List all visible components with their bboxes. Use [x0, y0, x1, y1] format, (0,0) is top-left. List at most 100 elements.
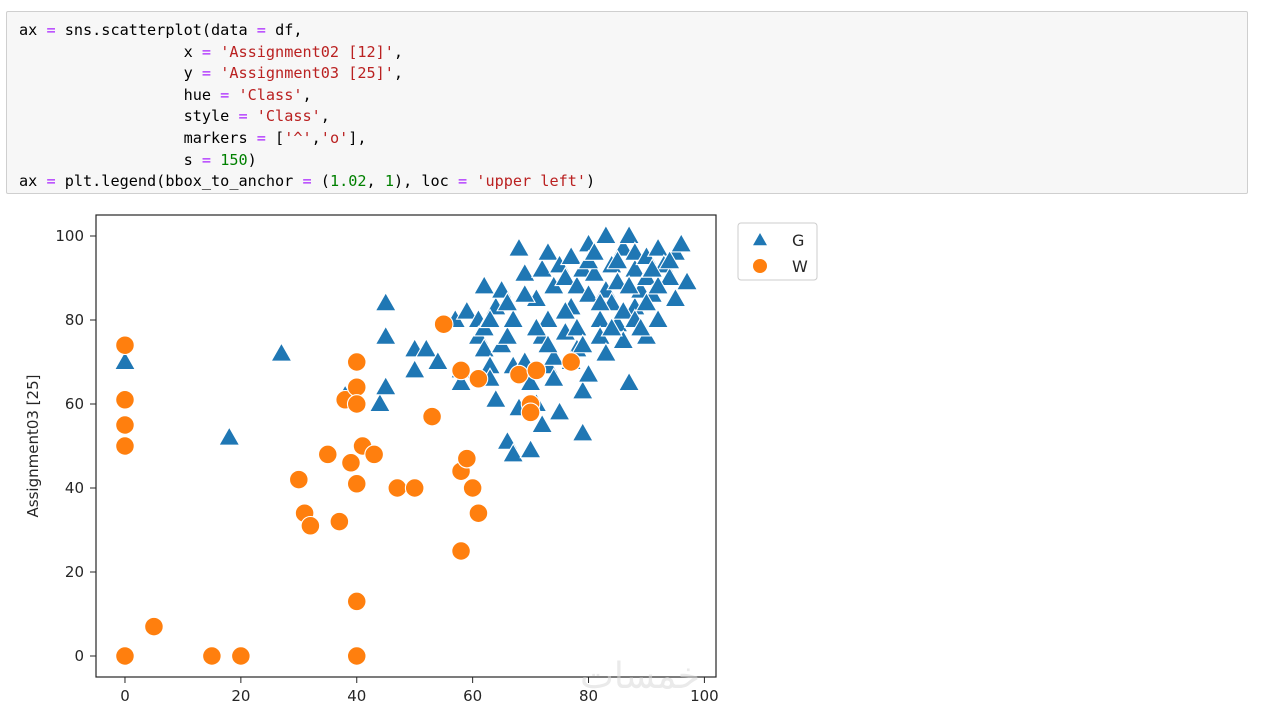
data-point-w	[346, 591, 367, 612]
data-point-w	[451, 541, 471, 561]
data-point-g	[548, 400, 571, 421]
data-point-g	[594, 224, 618, 245]
data-point-w	[346, 377, 367, 398]
data-point-w	[520, 402, 541, 423]
code-token: ,	[366, 172, 385, 191]
data-point-g	[513, 283, 537, 303]
code-line: x = 'Assignment02 [12]',	[19, 42, 404, 61]
legend-marker-w	[752, 258, 768, 274]
data-point-w	[144, 616, 164, 637]
code-cell-input[interactable]: ax = sns.scatterplot(data = df, x = 'Ass…	[6, 11, 1248, 194]
data-point-w	[509, 364, 529, 385]
code-token: hue	[19, 85, 221, 104]
data-point-w	[433, 314, 454, 335]
data-point-w	[346, 394, 367, 414]
x-tick-label: 100	[690, 687, 719, 705]
data-point-g	[368, 392, 392, 413]
code-token: ,	[320, 107, 330, 126]
code-token: =	[201, 64, 212, 83]
data-point-g	[218, 425, 241, 446]
code-token: 'o'	[320, 128, 349, 147]
code-token: =	[220, 85, 230, 104]
data-point-w	[300, 515, 321, 536]
y-tick-label: 20	[65, 563, 84, 581]
data-point-g	[571, 333, 594, 354]
code-token: plt.legend(bbox_to_anchor	[55, 172, 303, 191]
code-token: ,	[311, 128, 321, 147]
y-tick-label: 0	[74, 647, 84, 665]
data-point-g	[554, 266, 577, 287]
code-token: =	[256, 128, 266, 147]
code-line: style = 'Class',	[19, 107, 330, 125]
code-token: =	[46, 21, 56, 39]
data-point-g	[542, 367, 565, 387]
code-token: 'Assignment02 [12]'	[220, 42, 394, 61]
code-line: ax = plt.legend(bbox_to_anchor = (1.02, …	[19, 172, 595, 190]
data-point-g	[606, 270, 629, 291]
code-line: y = 'Assignment03 [25]',	[19, 64, 404, 83]
code-token: [	[265, 128, 285, 147]
data-point-g	[623, 241, 647, 261]
data-point-g	[583, 262, 606, 282]
data-point-g	[612, 329, 635, 350]
data-point-w	[346, 646, 367, 666]
x-tick-label: 0	[120, 687, 130, 705]
data-point-w	[115, 335, 135, 356]
code-block[interactable]: ax = sns.scatterplot(data = df, x = 'Ass…	[19, 20, 595, 193]
data-point-w	[231, 646, 251, 666]
code-line: s = 150)	[19, 151, 257, 169]
code-token: 1	[384, 172, 394, 191]
data-point-w	[115, 389, 135, 410]
data-point-w	[364, 444, 384, 465]
data-point-g	[554, 299, 577, 320]
code-token: ,	[302, 85, 312, 104]
data-point-w	[404, 478, 425, 498]
code-token: y	[19, 64, 202, 83]
data-point-w	[115, 436, 135, 456]
data-point-g	[658, 249, 681, 270]
data-point-g	[415, 337, 438, 358]
data-point-g	[617, 371, 641, 392]
code-token: '^'	[284, 128, 312, 147]
code-token: =	[256, 21, 266, 39]
data-point-w	[317, 444, 338, 465]
code-token: x	[19, 42, 202, 61]
data-point-g	[536, 241, 560, 261]
x-tick-label: 60	[463, 687, 482, 705]
code-token: =	[302, 172, 312, 191]
legend: GW	[737, 222, 818, 281]
data-point-g	[559, 245, 583, 266]
data-point-g	[426, 350, 450, 371]
data-point-w	[526, 360, 547, 381]
code-token: s	[19, 150, 202, 169]
code-token: 1.02	[329, 172, 367, 191]
code-token: df,	[265, 21, 303, 39]
code-token: 150	[220, 150, 248, 169]
x-tick-label: 80	[579, 687, 598, 705]
watermark-text: خمسات	[580, 656, 700, 697]
points-layer	[113, 224, 699, 666]
data-point-g	[472, 337, 496, 358]
data-point-g	[565, 274, 589, 295]
data-point-g	[374, 325, 397, 345]
code-token: 'Class'	[256, 107, 321, 126]
y-tick-label: 60	[65, 395, 84, 413]
code-token: =	[201, 150, 212, 169]
data-point-g	[571, 421, 594, 442]
data-point-g	[519, 438, 542, 459]
data-point-g	[675, 270, 699, 291]
code-token: ],	[348, 128, 367, 147]
data-point-g	[606, 249, 629, 270]
data-point-w	[341, 452, 361, 473]
legend-label: W	[792, 257, 808, 276]
data-point-g	[478, 308, 502, 329]
scatter-chart: 0 20 40 60 80 100 0 20 40 60 80 100 Assignment03 [2…	[24, 214, 818, 705]
data-point-g	[646, 274, 670, 295]
data-point-g	[403, 358, 426, 379]
data-point-g	[496, 291, 519, 312]
data-point-w	[456, 448, 477, 469]
code-token: =	[201, 42, 212, 61]
data-point-w	[387, 478, 408, 498]
x-tick-label: 20	[231, 687, 250, 705]
code-token: ,	[393, 42, 404, 61]
